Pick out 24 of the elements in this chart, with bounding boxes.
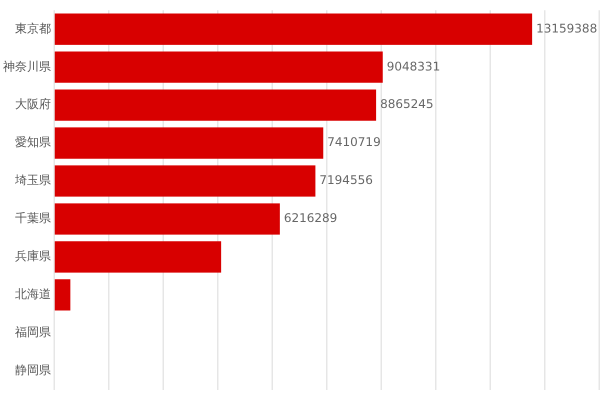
y-tick-label: 千葉県 <box>15 211 51 226</box>
bar <box>54 127 324 159</box>
y-tick-label: 大阪府 <box>15 97 51 112</box>
bar <box>54 51 383 83</box>
bar <box>54 14 532 45</box>
bar <box>54 203 280 235</box>
data-label: 9048331 <box>386 59 440 74</box>
y-tick-label: 神奈川県 <box>3 59 51 74</box>
y-tick-label: 愛知県 <box>15 135 51 150</box>
data-label: 13159388 <box>536 21 598 36</box>
y-tick-label: 東京都 <box>15 21 51 36</box>
data-label: 7410719 <box>327 135 381 150</box>
data-label: 7194556 <box>319 173 373 188</box>
y-tick-label: 福岡県 <box>15 324 51 339</box>
bar <box>54 279 70 311</box>
y-tick-label: 静岡県 <box>15 362 51 377</box>
data-label: 6216289 <box>284 211 338 226</box>
bar <box>54 89 376 121</box>
y-tick-label: 兵庫県 <box>15 249 51 264</box>
bar <box>54 241 222 273</box>
y-tick-label: 埼玉県 <box>14 173 51 188</box>
bar <box>54 165 316 197</box>
data-label: 8865245 <box>380 97 434 112</box>
y-tick-label: 北海道 <box>15 287 51 302</box>
